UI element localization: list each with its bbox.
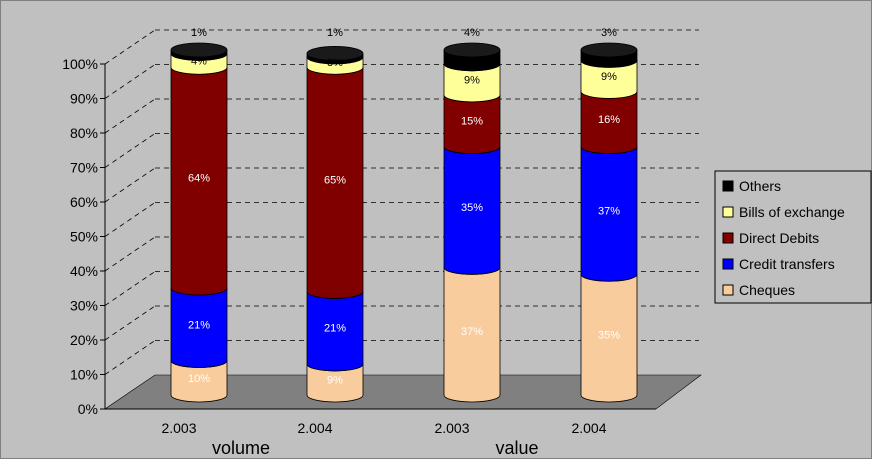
data-label: 1% — [327, 27, 343, 39]
bar-stack — [443, 42, 501, 403]
y-tick-label: 20% — [70, 332, 98, 348]
y-tick-label: 60% — [70, 194, 98, 210]
data-label: 9% — [601, 71, 617, 83]
gridline-side — [104, 64, 156, 99]
y-tick-label: 100% — [62, 56, 98, 72]
gridline-side — [104, 167, 156, 203]
data-labels: 10% 21% 64% 4% 1% 9% 21% 65% 3% 1% 37% 35% 15% 9% 4% 35… — [188, 27, 620, 386]
legend: Others Bills of exchange Direct Debits Cred… — [714, 170, 872, 304]
legend-label: Others — [739, 178, 781, 194]
legend-swatch — [722, 284, 734, 296]
legend-swatch — [722, 180, 734, 192]
y-tick-label: 80% — [70, 125, 98, 141]
gridline-side — [104, 133, 156, 168]
data-label: 35% — [461, 202, 483, 214]
legend-swatch — [722, 258, 734, 270]
bar-top-cap — [580, 42, 638, 58]
bar-stack — [580, 42, 638, 403]
y-tick-label: 70% — [70, 160, 98, 176]
y-tick-label: 50% — [70, 229, 98, 245]
y-tick-label: 0% — [78, 401, 98, 417]
data-label: 16% — [598, 114, 620, 126]
legend-label: Credit transfers — [739, 256, 835, 272]
gridline-side — [104, 305, 156, 341]
gridline-side — [104, 340, 156, 375]
data-label: 3% — [601, 27, 617, 39]
data-label: 10% — [188, 373, 210, 385]
data-label: 21% — [188, 319, 210, 331]
y-tick-label: 30% — [70, 298, 98, 314]
bar-top-cap — [170, 42, 228, 58]
legend-label: Direct Debits — [739, 230, 819, 246]
gridline-side — [104, 29, 156, 65]
legend-label: Bills of exchange — [739, 204, 845, 220]
y-tick-label: 90% — [70, 91, 98, 107]
data-label: 9% — [464, 74, 480, 86]
gridline-side — [104, 236, 156, 272]
group-label: volume — [212, 438, 270, 458]
bar-top-cap — [306, 46, 364, 61]
bars — [170, 42, 638, 403]
x-tick-label: 2.003 — [434, 420, 469, 436]
data-label: 21% — [324, 323, 346, 335]
legend-label: Cheques — [739, 282, 795, 298]
x-tick-label: 2.003 — [161, 420, 196, 436]
x-tick-label: 2.004 — [297, 420, 332, 436]
gridline-side — [104, 202, 156, 237]
data-label: 1% — [191, 27, 207, 39]
legend-box — [714, 170, 872, 304]
bar-stack — [170, 42, 228, 403]
data-label: 4% — [191, 55, 207, 67]
bar-stack — [306, 46, 364, 403]
data-label: 37% — [598, 205, 620, 217]
data-label: 4% — [464, 27, 480, 39]
data-label: 35% — [598, 330, 620, 342]
y-tick-label: 40% — [70, 263, 98, 279]
gridline-side — [104, 271, 156, 306]
data-label: 3% — [327, 57, 343, 69]
gridline-side — [104, 98, 156, 134]
legend-swatch — [722, 206, 734, 218]
data-label: 64% — [188, 173, 210, 185]
group-label: value — [495, 438, 538, 458]
y-tick-label: 10% — [70, 367, 98, 383]
data-label: 65% — [324, 174, 346, 186]
data-label: 9% — [327, 374, 343, 386]
data-label: 15% — [461, 116, 483, 128]
data-label: 37% — [461, 326, 483, 338]
x-tick-label: 2.004 — [571, 420, 606, 436]
legend-swatch — [722, 232, 734, 244]
bar-top-cap — [443, 42, 501, 58]
